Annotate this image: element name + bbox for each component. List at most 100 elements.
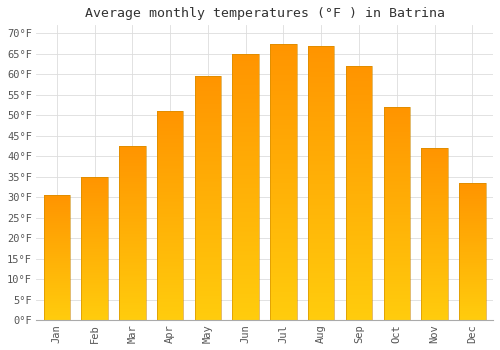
Bar [232,108,259,110]
Bar [119,251,146,252]
Bar [346,215,372,216]
Bar [157,182,184,183]
Bar [82,283,108,284]
Bar [308,270,334,271]
Bar [194,88,221,89]
Bar [44,225,70,226]
Bar [119,214,146,215]
Bar [157,215,184,216]
Bar [270,76,296,77]
Bar [270,153,296,154]
Bar [384,131,410,132]
Bar [384,117,410,118]
Bar [82,316,108,317]
Bar [384,165,410,166]
Bar [422,160,448,161]
Bar [308,262,334,264]
Bar [459,258,485,259]
Bar [232,90,259,91]
Bar [82,239,108,240]
Bar [157,144,184,145]
Bar [119,179,146,180]
Bar [422,230,448,231]
Bar [422,274,448,275]
Bar [422,319,448,320]
Bar [346,136,372,137]
Bar [119,149,146,150]
Bar [346,132,372,133]
Bar [346,276,372,277]
Bar [459,289,485,290]
Bar [157,158,184,159]
Bar [384,240,410,241]
Bar [422,290,448,291]
Bar [194,254,221,256]
Bar [308,135,334,136]
Bar [270,70,296,71]
Bar [157,273,184,274]
Bar [194,220,221,222]
Bar [270,52,296,54]
Bar [232,308,259,309]
Bar [157,256,184,257]
Bar [346,75,372,76]
Bar [346,206,372,207]
Bar [232,63,259,65]
Bar [119,153,146,154]
Bar [232,264,259,266]
Bar [308,317,334,319]
Bar [346,144,372,145]
Bar [119,177,146,178]
Bar [384,141,410,142]
Bar [194,262,221,263]
Bar [459,218,485,219]
Bar [157,268,184,269]
Bar [119,161,146,162]
Bar [119,165,146,166]
Bar [346,249,372,250]
Bar [384,186,410,187]
Bar [384,301,410,302]
Bar [194,234,221,235]
Bar [82,308,108,309]
Bar [232,128,259,130]
Bar [270,218,296,219]
Bar [119,253,146,254]
Bar [232,198,259,199]
Bar [459,212,485,213]
Bar [384,224,410,225]
Bar [82,183,108,184]
Bar [82,245,108,246]
Bar [422,238,448,239]
Bar [270,217,296,218]
Bar [422,246,448,247]
Bar [194,256,221,257]
Bar [308,58,334,60]
Bar [422,264,448,265]
Bar [270,89,296,91]
Bar [232,270,259,271]
Bar [422,219,448,220]
Bar [270,154,296,156]
Bar [384,134,410,135]
Bar [232,212,259,214]
Bar [44,278,70,279]
Bar [119,217,146,218]
Bar [119,189,146,190]
Bar [270,77,296,78]
Bar [270,315,296,316]
Bar [119,257,146,258]
Bar [422,313,448,314]
Bar [308,191,334,193]
Bar [459,280,485,281]
Bar [82,268,108,269]
Bar [270,135,296,136]
Bar [384,299,410,300]
Bar [346,179,372,181]
Bar [308,168,334,169]
Bar [232,71,259,72]
Bar [82,291,108,292]
Bar [422,155,448,156]
Bar [232,103,259,105]
Bar [384,195,410,196]
